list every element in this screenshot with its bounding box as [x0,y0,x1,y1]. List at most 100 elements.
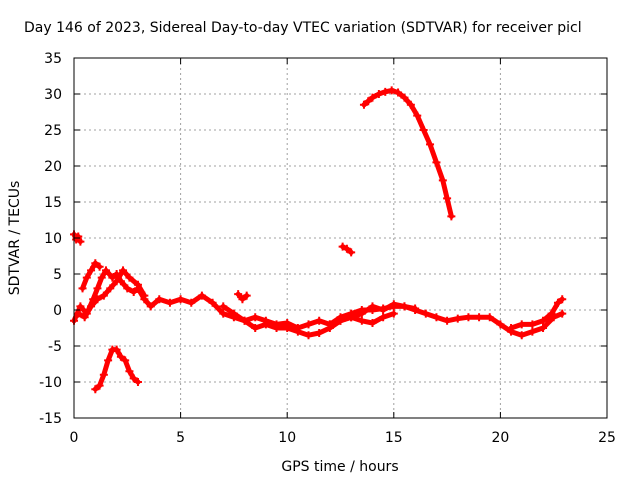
data-point [547,309,556,318]
data-point [97,273,106,282]
data-point [389,309,398,318]
data-point [464,313,473,322]
data-point [76,302,85,311]
data-point [219,309,228,318]
data-point [347,313,356,322]
data-point [453,314,462,323]
data-point [93,284,102,293]
data-point [374,90,383,98]
data-point [133,280,142,289]
data-point [411,304,420,313]
series-line [92,347,141,392]
data-point [443,194,452,203]
data-point [558,295,567,304]
data-point [336,316,345,325]
data-point [95,381,104,390]
data-point [507,324,516,332]
data-point [101,266,110,275]
data-point [95,262,104,271]
data-point [528,327,537,336]
data-point [475,313,484,322]
data-point [91,385,100,394]
data-point [155,295,164,304]
data-point [129,374,138,383]
data-point [315,329,324,338]
data-point [112,345,121,354]
data-point [146,302,155,311]
series-line [71,267,565,338]
data-point [432,158,441,167]
data-point [99,370,108,379]
x-axis-title: GPS time / hours [281,459,398,475]
data-point [364,97,373,106]
y-tick-label: 20 [44,159,62,175]
data-point [112,277,121,286]
data-point [379,313,388,322]
data-point [443,316,452,325]
data-point [238,295,247,304]
data-point [539,324,548,332]
data-point [485,313,494,322]
data-point [125,367,134,376]
data-point [357,316,366,325]
series-arc-3 [74,266,149,322]
data-point [251,313,260,322]
data-point [283,324,292,332]
y-tick-label: 15 [44,195,62,211]
x-tick-label: 15 [385,430,403,446]
data-point [106,284,115,293]
data-point [119,266,128,275]
data-point [304,320,313,329]
data-point [368,318,377,327]
data-point [368,302,377,311]
data-point [108,273,117,282]
data-point [315,316,324,325]
data-point [272,324,281,332]
data-point [293,327,302,336]
ticks [73,57,608,419]
data-point [447,212,456,221]
data-point [558,309,567,318]
x-tick-label: 10 [278,430,296,446]
data-point [187,298,196,307]
y-tick-label: -5 [48,339,62,355]
data-point [208,298,217,307]
y-tick-label: 35 [44,51,62,67]
data-point [133,378,142,386]
data-point [74,309,83,318]
data-point [517,331,526,340]
series-arc-9 [91,345,142,394]
chart-title: Day 146 of 2023, Sidereal Day-to-day VTE… [24,20,582,36]
data-point [82,273,91,282]
x-tick-label: 5 [176,430,185,446]
data-point [80,313,89,322]
series-layer [70,86,567,394]
grid [74,58,607,418]
series-arc-11 [359,86,456,221]
data-point [438,176,447,185]
y-tick-label: 0 [53,303,62,319]
y-tick-label: -10 [39,375,62,391]
series-arc-4 [78,259,104,293]
data-point [91,259,100,268]
data-point [78,284,87,293]
data-point [121,356,130,365]
data-point [419,126,428,134]
data-point [379,306,388,314]
data-point [359,100,368,109]
y-tick-label: -15 [39,411,62,427]
series-arc-10 [338,242,356,257]
data-point [368,93,377,102]
data-point [357,309,366,318]
data-point [99,291,108,300]
data-point [426,140,435,149]
y-tick-labels: -15 -10 -5 0 5 10 15 20 25 30 35 [39,51,62,427]
data-point [539,316,548,325]
data-point [517,320,526,329]
data-point [234,290,243,299]
data-point [304,331,313,340]
y-tick-label: 10 [44,231,62,247]
series-arc-2 [70,266,567,340]
y-tick-label: 25 [44,123,62,139]
